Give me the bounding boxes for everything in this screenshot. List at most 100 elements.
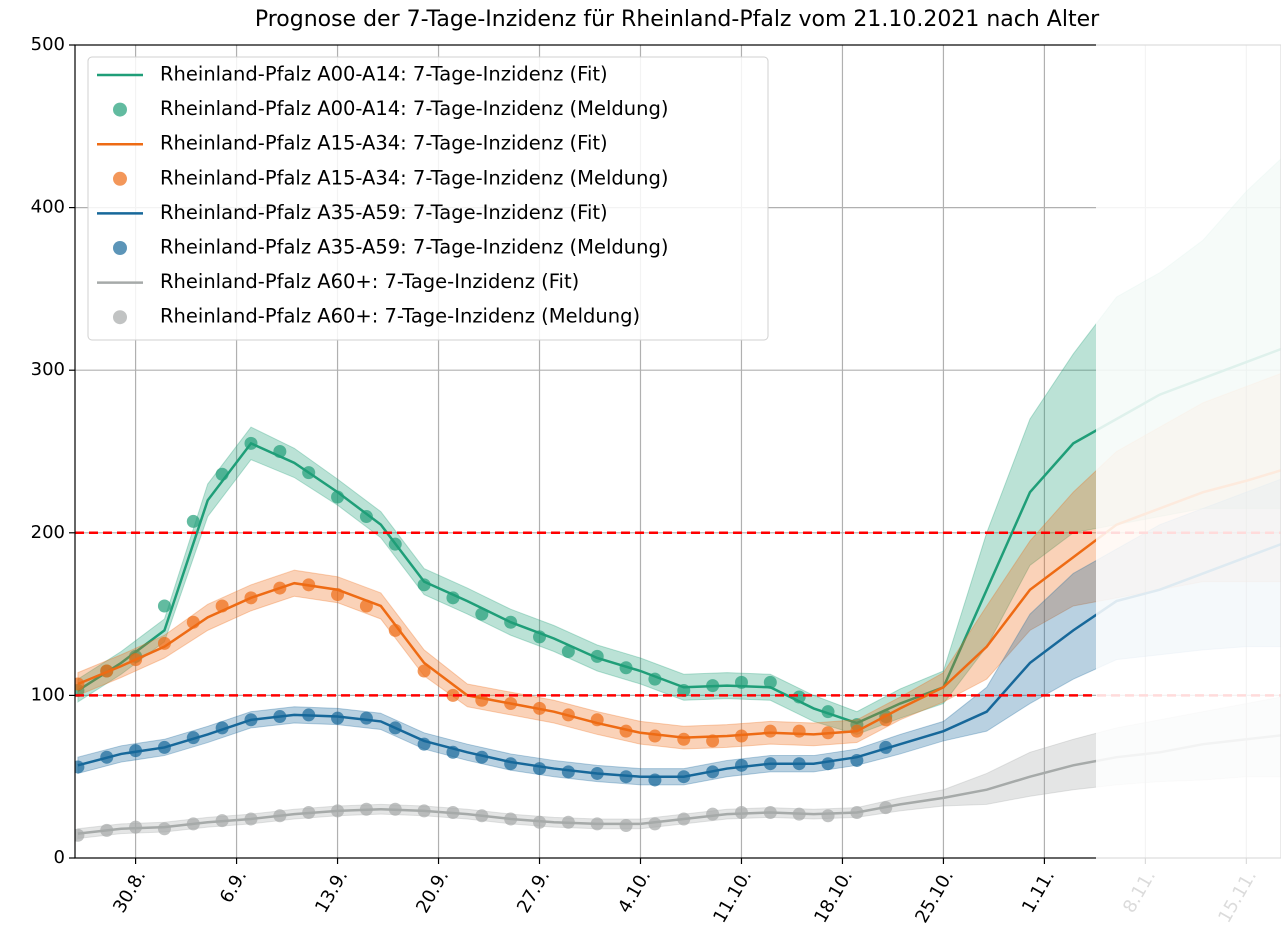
reported-point <box>734 729 748 743</box>
reported-point <box>273 445 287 458</box>
reported-point <box>763 757 777 771</box>
reported-point <box>677 770 691 784</box>
reported-point <box>100 664 114 678</box>
reported-point <box>677 732 691 746</box>
reported-point <box>75 828 85 842</box>
reported-point <box>706 765 720 779</box>
reported-point <box>533 815 547 829</box>
reported-point <box>504 812 518 826</box>
reported-point <box>561 815 575 829</box>
legend-label: Rheinland-Pfalz A35-A59: 7-Tage-Inzidenz… <box>160 236 669 259</box>
reported-point <box>533 762 547 776</box>
reported-point <box>821 705 835 719</box>
reported-point <box>331 588 345 602</box>
reported-point <box>821 809 835 823</box>
reported-point <box>446 591 460 605</box>
plot-area <box>75 158 1281 842</box>
x-tick-label: 4.10. <box>614 867 655 917</box>
y-tick-label: 400 <box>31 197 65 218</box>
reported-point <box>129 744 143 758</box>
legend-label: Rheinland-Pfalz A15-A34: 7-Tage-Inzidenz… <box>160 132 608 155</box>
reported-point <box>792 724 806 738</box>
reported-point <box>186 615 200 629</box>
x-tick-label: 11.10. <box>709 867 756 927</box>
reported-point <box>619 724 633 738</box>
reported-point <box>590 649 604 663</box>
chart-title: Prognose der 7-Tage-Inzidenz für Rheinla… <box>255 7 1100 32</box>
reported-point <box>821 757 835 771</box>
reported-point <box>244 713 258 727</box>
reported-point <box>763 724 777 738</box>
x-tick-label: 27.9. <box>513 867 554 917</box>
y-tick-label: 200 <box>31 522 65 543</box>
reported-point <box>417 578 431 592</box>
confidence-band <box>77 372 1281 750</box>
legend-label: Rheinland-Pfalz A60+: 7-Tage-Inzidenz (F… <box>160 270 579 293</box>
reported-point <box>619 661 633 675</box>
reported-point <box>734 758 748 772</box>
reported-point <box>446 745 460 759</box>
reported-point <box>129 820 143 834</box>
reported-point <box>75 760 85 774</box>
reported-point <box>879 713 893 727</box>
legend-label: Rheinland-Pfalz A15-A34: 7-Tage-Inzidenz… <box>160 166 669 189</box>
legend-marker <box>113 102 127 117</box>
reported-point <box>648 729 662 743</box>
reported-point <box>619 818 633 832</box>
reported-point <box>850 805 864 819</box>
reported-point <box>388 623 402 637</box>
confidence-band <box>77 158 1281 735</box>
reported-point <box>215 721 229 735</box>
reported-point <box>648 672 662 686</box>
confidence-band <box>77 478 1281 786</box>
legend-label: Rheinland-Pfalz A35-A59: 7-Tage-Inzidenz… <box>160 201 608 224</box>
reported-point <box>475 809 489 823</box>
reported-point <box>504 757 518 771</box>
reported-point <box>446 805 460 819</box>
reported-point <box>590 713 604 727</box>
reported-point <box>244 591 258 605</box>
reported-point <box>186 817 200 831</box>
reported-point <box>129 653 143 667</box>
reported-point <box>763 675 777 689</box>
reported-point <box>359 711 373 725</box>
legend-marker <box>113 171 127 186</box>
reported-point <box>879 801 893 815</box>
reported-point <box>792 690 806 704</box>
reported-point <box>100 750 114 764</box>
reported-point <box>186 514 200 528</box>
reported-point <box>388 802 402 816</box>
reported-point <box>561 644 575 658</box>
x-tick-label: 30.8. <box>109 867 150 917</box>
x-tick-label: 13.9. <box>311 867 352 917</box>
x-tick-label: 6.9. <box>216 867 251 907</box>
x-tick-label: 1.11. <box>1018 867 1059 917</box>
reported-point <box>273 581 287 595</box>
reported-point <box>215 599 229 613</box>
reported-point <box>302 578 316 592</box>
reported-point <box>157 599 171 613</box>
legend-box <box>87 56 769 341</box>
reported-point <box>821 726 835 740</box>
reported-point <box>561 765 575 779</box>
legend-label: Rheinland-Pfalz A00-A14: 7-Tage-Inzidenz… <box>160 97 669 120</box>
legend-label: Rheinland-Pfalz A60+: 7-Tage-Inzidenz (M… <box>160 305 640 328</box>
reported-point <box>273 710 287 724</box>
reported-point <box>792 757 806 771</box>
reported-point <box>475 693 489 707</box>
reported-point <box>763 805 777 819</box>
reported-point <box>533 701 547 715</box>
reported-point <box>648 817 662 831</box>
reported-point <box>75 677 85 691</box>
y-tick-label: 0 <box>54 847 65 868</box>
reported-point <box>302 805 316 819</box>
reported-point <box>475 607 489 621</box>
reported-point <box>706 734 720 748</box>
legend-label: Rheinland-Pfalz A00-A14: 7-Tage-Inzidenz… <box>160 63 608 86</box>
reported-point <box>533 630 547 644</box>
x-tick-label: 20.9. <box>412 867 453 917</box>
reported-point <box>273 809 287 823</box>
forecast-fade <box>1096 40 1281 948</box>
legend: Rheinland-Pfalz A00-A14: 7-Tage-Inzidenz… <box>87 56 769 341</box>
reported-point <box>417 664 431 678</box>
